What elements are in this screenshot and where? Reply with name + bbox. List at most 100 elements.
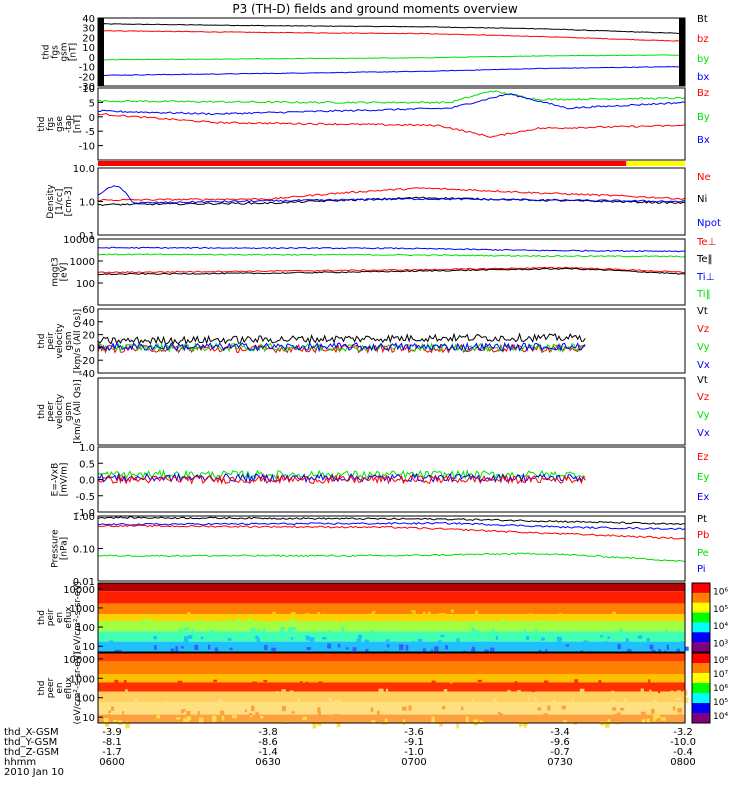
- y-axis-label: eflux: [64, 676, 74, 699]
- spectrogram-cell: [336, 722, 341, 728]
- spectrogram-cell: [578, 604, 583, 609]
- series-Pb-line: [97, 524, 686, 540]
- spectrogram-cell: [132, 633, 137, 636]
- spectrogram-cell: [437, 704, 440, 709]
- spectrogram-cell: [227, 638, 232, 641]
- spectrogram-cell: [374, 695, 380, 702]
- spectrogram-cell: [381, 633, 385, 636]
- spectrogram-cell: [117, 649, 122, 653]
- y-axis-label: peer: [46, 677, 56, 698]
- spectrogram-cell: [175, 646, 179, 652]
- spectrogram-cell: [545, 615, 550, 620]
- spectrogram-cell: [205, 692, 211, 698]
- spectrogram-cell: [334, 714, 339, 718]
- spectrogram-cell: [240, 696, 245, 699]
- spectrogram-cell: [168, 621, 172, 624]
- spectrogram-cell: [623, 698, 628, 704]
- spectrogram-cell: [291, 627, 296, 630]
- spectrogram-cell: [551, 615, 555, 621]
- y-tick-label: 10: [82, 642, 95, 653]
- spectrogram-cell: [357, 685, 362, 688]
- spectrogram-cell: [224, 642, 230, 648]
- panel-pressure: 1.00 0.10 0.01 Pressure [nPa] Pt Pb Pe Pi: [51, 512, 710, 588]
- series-Vt-line: [97, 332, 586, 346]
- x-tick-label: 0730: [547, 757, 572, 768]
- spectrogram-cell: [354, 620, 357, 624]
- spectrogram-cell: [607, 636, 610, 639]
- y-tick-label: 1000: [70, 257, 95, 268]
- y-axis-label: eflux: [64, 606, 74, 629]
- spectrogram-cell: [250, 715, 253, 718]
- spectrogram-cell: [375, 675, 380, 681]
- spectrogram-cell: [514, 684, 520, 688]
- spectrogram-cell: [250, 628, 256, 632]
- spectrogram-cell: [442, 706, 446, 710]
- spectrogram-cell: [100, 703, 104, 709]
- y-tick-label: 10000: [63, 655, 95, 666]
- colorbar-tick: 10⁵: [713, 698, 728, 708]
- y-axis-label: velocity: [55, 393, 65, 429]
- y-tick-label: 10: [82, 84, 95, 95]
- spectrogram-cell: [557, 625, 563, 629]
- spectrogram-cell: [594, 605, 598, 612]
- spectrogram-cell: [497, 711, 501, 715]
- colorbar-tick: 10⁴: [713, 622, 728, 632]
- y-axis-label: peir: [46, 332, 56, 350]
- spectrogram-cell: [134, 695, 137, 699]
- y-tick-label: -20: [79, 72, 95, 83]
- spectrogram-cell: [307, 694, 311, 698]
- spectrogram-cell: [187, 635, 193, 639]
- spectrogram-cell: [649, 625, 652, 630]
- spectrogram-cell: [385, 614, 390, 619]
- y-tick-label: 20: [82, 33, 95, 44]
- spectrogram-cell: [323, 613, 326, 618]
- spectrogram-cell: [471, 627, 476, 632]
- spectrogram-cell: [235, 634, 241, 638]
- spectrogram-cell: [246, 604, 252, 608]
- y-axis-label: gsm: [60, 42, 70, 61]
- spectrogram-cell: [291, 617, 295, 623]
- y-tick-label: -5: [85, 127, 95, 138]
- spectrogram-cell: [275, 696, 279, 702]
- spectrogram-cell: [450, 609, 454, 613]
- spectrogram-cell: [336, 608, 340, 613]
- spectrogram-cell: [595, 687, 601, 690]
- spectrogram-cell: [297, 697, 300, 703]
- spectrogram-cell: [471, 646, 476, 652]
- x-tick-label: -9.1: [404, 737, 424, 748]
- spectrogram-cell: [498, 713, 503, 718]
- spectrogram-cell: [108, 701, 111, 705]
- spectrogram-cell: [580, 633, 585, 637]
- y-axis-label: E=-VxB: [51, 463, 61, 497]
- series-By-line: [97, 90, 686, 104]
- spectrogram-cell: [306, 647, 312, 650]
- data-bar-right: [679, 18, 685, 86]
- spectrogram-cell: [440, 634, 445, 638]
- spectrogram-cell: [291, 711, 296, 714]
- spectrogram-cell: [624, 642, 629, 648]
- spectrogram-cell: [637, 635, 643, 639]
- spectrogram-cell: [495, 635, 498, 640]
- spectrogram-cell: [187, 622, 191, 626]
- colorbar-segment: [692, 683, 710, 694]
- spectrogram-cell: [371, 630, 374, 635]
- spectrogram-cell: [410, 641, 416, 646]
- spectrogram-cell: [619, 707, 625, 711]
- colorbar-peir_spec: 10⁶ 10⁵ 10⁴ 10³: [691, 582, 728, 653]
- spectrogram-cell: [312, 621, 318, 624]
- colorbar-tick: 10⁸: [713, 656, 728, 666]
- spectrogram-cell: [600, 635, 603, 638]
- spectrogram-cell: [191, 628, 194, 632]
- series-Ti-line: [97, 253, 686, 258]
- spectrogram-cell: [217, 676, 222, 681]
- spectrogram-cell: [646, 638, 650, 642]
- spectrogram-cell: [204, 606, 209, 609]
- spectrogram-cell: [678, 607, 683, 611]
- spectrogram-cell: [105, 620, 110, 627]
- spectrogram-cell: [184, 627, 190, 631]
- spectrogram-cell: [524, 722, 527, 729]
- spectrogram-cell: [103, 692, 108, 696]
- panel-frame: [97, 308, 686, 374]
- panel-frame: [97, 17, 686, 87]
- spectrogram-cell: [409, 607, 414, 612]
